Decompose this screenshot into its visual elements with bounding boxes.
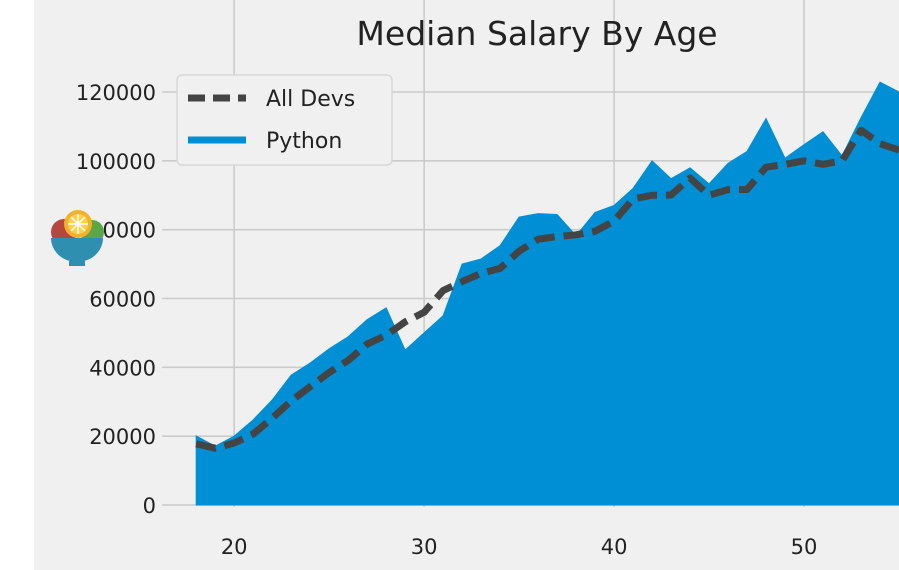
x-tick-label-20: 20 — [221, 535, 248, 559]
legend-label-python: Python — [266, 129, 342, 154]
all-devs-line — [195, 126, 899, 452]
all-devs-line-layer — [195, 126, 899, 452]
y-tick-label-0: 0 — [143, 494, 156, 518]
legend: All Devs Python — [176, 74, 393, 166]
y-tick-label-100000: 100000 — [76, 150, 156, 174]
y-tick-label-20000: 20000 — [89, 425, 156, 449]
x-tick-label-30: 30 — [411, 535, 438, 559]
legend-label-all-devs: All Devs — [266, 87, 355, 112]
salad-bowl-icon — [51, 210, 104, 266]
y-tick-label-60000: 60000 — [89, 288, 156, 312]
x-tick-label-40: 40 — [601, 535, 628, 559]
chart-title: Median Salary By Age — [356, 14, 717, 53]
y-tick-label-120000: 120000 — [76, 81, 156, 105]
y-tick-label-40000: 40000 — [89, 356, 156, 380]
x-tick-label-50: 50 — [791, 535, 818, 559]
x-tick-labels: 20 30 40 50 — [221, 535, 818, 559]
